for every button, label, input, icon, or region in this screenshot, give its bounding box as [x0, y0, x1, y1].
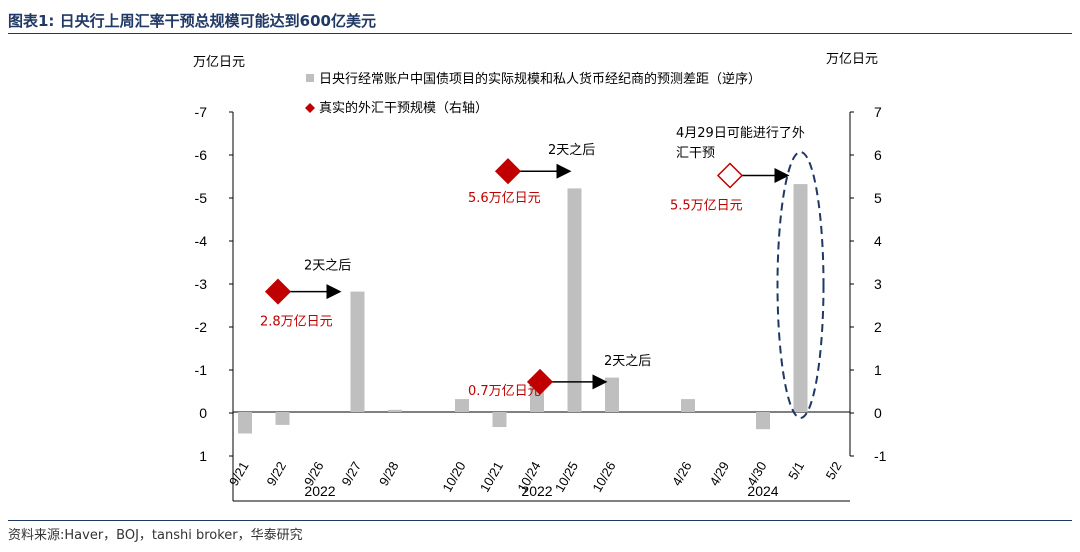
legend-bar-label: 日央行经常账户中国债项目的实际规模和私人货币经纪商的预测差距（逆序） [319, 71, 761, 87]
bar [455, 399, 469, 412]
bar [605, 377, 619, 412]
right-tick-label: 0 [874, 405, 882, 421]
bar [756, 412, 770, 430]
bar [492, 412, 507, 428]
right-axis-unit: 万亿日元 [826, 52, 878, 67]
left-tick-label: -1 [195, 362, 208, 378]
intervention-diamond [494, 158, 522, 185]
legend-bar-swatch [306, 74, 314, 82]
intervention-arrow-text: 2天之后 [548, 143, 595, 158]
right-tick-label: 7 [874, 104, 882, 120]
left-tick-label: -4 [195, 233, 208, 249]
category-label: 4/29 [706, 459, 732, 488]
bar [350, 291, 365, 412]
left-tick-label: 0 [199, 405, 207, 421]
intervention-diamond [526, 368, 554, 395]
bar [681, 399, 695, 412]
legend-diamond-label: 真实的外汇干预规模（右轴） [319, 100, 488, 116]
right-tick-label: 3 [874, 276, 882, 292]
right-tick-label: 6 [874, 147, 882, 163]
intervention-diamond [716, 162, 744, 189]
intervention-value-label: 2.8万亿日元 [260, 315, 333, 330]
right-tick-label: 1 [874, 362, 882, 378]
right-tick-label: -1 [874, 448, 887, 464]
category-label: 10/26 [589, 459, 618, 495]
bar [275, 412, 290, 425]
year-label: 2022 [521, 483, 552, 499]
category-label: 9/22 [263, 459, 289, 488]
category-label: 9/27 [338, 459, 364, 488]
callout-text-line1: 4月29日可能进行了外 [676, 126, 805, 141]
intervention-arrow-text: 2天之后 [604, 354, 651, 369]
left-tick-label: -2 [195, 319, 208, 335]
left-tick-label: -7 [195, 104, 208, 120]
category-label: 9/21 [226, 459, 252, 488]
callout-text-line2: 汇干预 [676, 146, 715, 161]
intervention-diamond [264, 278, 292, 305]
source-divider [8, 520, 1072, 521]
callout-ellipse [776, 151, 825, 419]
category-label: 5/1 [785, 459, 807, 482]
left-tick-label: -3 [195, 276, 208, 292]
category-label: 4/26 [669, 459, 695, 488]
right-tick-label: 5 [874, 190, 882, 206]
right-tick-label: 2 [874, 319, 882, 335]
year-label: 2024 [747, 483, 778, 499]
category-label: 10/21 [477, 459, 506, 495]
legend-diamond-swatch [305, 103, 315, 113]
chart-title: 图表1: 日央行上周汇率干预总规模可能达到600亿美元 [8, 12, 376, 30]
category-label: 10/25 [552, 459, 581, 495]
intervention-value-label: 0.7万亿日元 [468, 384, 541, 399]
bar [793, 184, 808, 412]
bar [567, 188, 582, 412]
right-tick-label: 4 [874, 233, 882, 249]
bar [388, 409, 402, 412]
category-label: 10/20 [439, 459, 468, 495]
intervention-arrow-text: 2天之后 [304, 259, 351, 274]
source-note: 资料来源:Haver，BOJ，tanshi broker，华泰研究 [8, 528, 303, 543]
left-tick-label: -5 [195, 190, 208, 206]
bar [238, 412, 252, 434]
left-tick-label: -6 [195, 147, 208, 163]
left-axis-unit: 万亿日元 [193, 55, 245, 70]
year-label: 2022 [304, 483, 335, 499]
title-divider [8, 33, 1072, 34]
category-label: 9/28 [376, 459, 402, 488]
category-label: 5/2 [823, 459, 845, 482]
left-tick-label: 1 [199, 448, 207, 464]
intervention-value-label: 5.6万亿日元 [468, 191, 541, 206]
intervention-value-label: 5.5万亿日元 [670, 199, 743, 214]
